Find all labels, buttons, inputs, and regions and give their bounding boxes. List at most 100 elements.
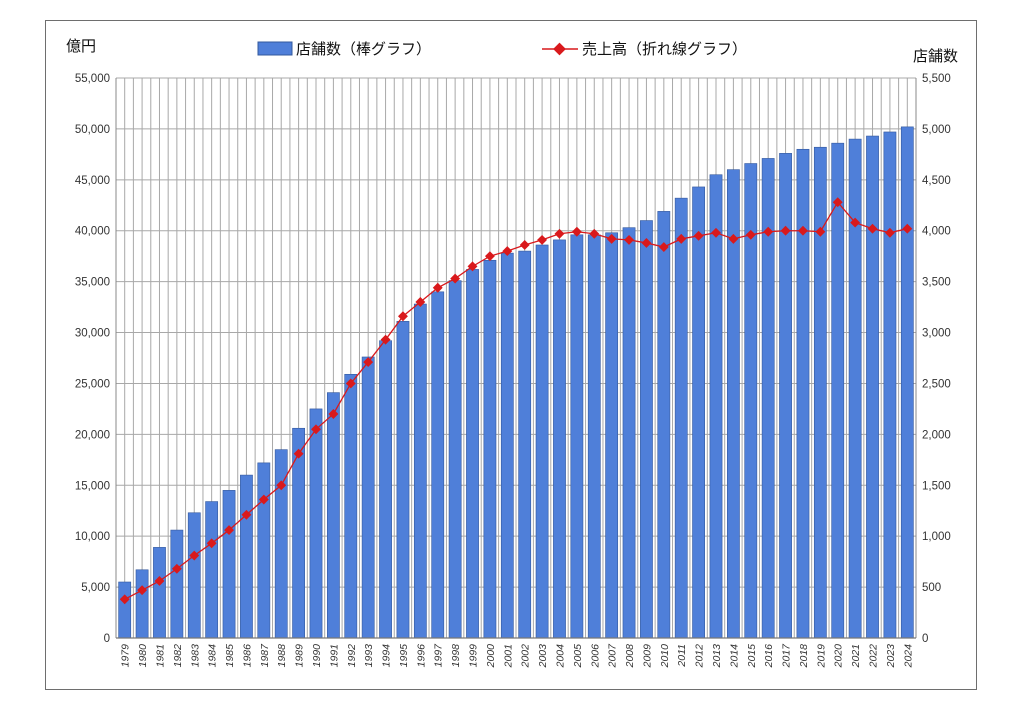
axis-labels: 0 0 5,000 500 10,000 1,000 15,000 1,500 20,000 2,… <box>75 73 951 668</box>
bar <box>796 148 810 639</box>
x-tick-label: 2010 <box>659 644 671 669</box>
x-tick-label: 1990 <box>311 644 323 668</box>
x-tick-label: 1983 <box>189 644 201 668</box>
sales-line-layer <box>119 197 913 605</box>
bar <box>118 581 132 639</box>
bar <box>622 227 636 639</box>
right-tick-label: 3,000 <box>922 328 951 340</box>
right-tick-label: 0 <box>922 633 928 645</box>
bar <box>640 220 653 639</box>
x-tick-label: 2020 <box>833 644 845 669</box>
x-tick-label: 2023 <box>885 644 897 669</box>
right-tick-label: 4,500 <box>922 175 951 187</box>
x-tick-label: 1995 <box>398 644 410 668</box>
x-tick-label: 2000 <box>485 644 497 669</box>
sales-point <box>206 538 217 549</box>
bar <box>396 321 410 639</box>
sales-point <box>380 334 391 345</box>
sales-point <box>484 251 495 262</box>
bar <box>587 234 601 639</box>
sales-point <box>432 282 443 293</box>
left-tick-label: 25,000 <box>75 378 110 390</box>
left-tick-label: 35,000 <box>75 277 110 289</box>
left-tick-label: 50,000 <box>75 124 110 136</box>
bar <box>883 131 897 639</box>
x-tick-label: 2017 <box>781 643 793 669</box>
x-tick-label: 1980 <box>137 644 149 668</box>
sales-point <box>902 223 913 234</box>
sales-point <box>467 261 478 272</box>
legend-line-marker <box>553 42 566 56</box>
sales-point <box>554 228 565 239</box>
bar <box>535 244 549 639</box>
x-tick-label: 2011 <box>676 644 688 668</box>
left-axis-title: 億円 <box>66 37 96 55</box>
bar <box>361 356 375 639</box>
x-tick-label: 2007 <box>607 643 619 669</box>
bar <box>222 490 236 639</box>
right-tick-label: 500 <box>922 582 941 594</box>
x-tick-label: 1997 <box>433 643 445 668</box>
sales-line <box>124 201 908 600</box>
bar <box>848 138 862 639</box>
left-tick-label: 55,000 <box>75 73 110 85</box>
sales-point <box>641 237 652 248</box>
sales-point <box>224 525 234 536</box>
right-axis-title: 店舗数 <box>913 47 958 65</box>
sales-point <box>537 234 548 245</box>
x-tick-label: 2024 <box>902 644 914 669</box>
bar <box>570 234 584 639</box>
sales-point <box>589 228 600 239</box>
sales-point <box>171 563 182 574</box>
sales-point <box>154 576 165 586</box>
x-tick-label: 2001 <box>502 644 514 668</box>
x-tick-label: 1986 <box>241 644 253 668</box>
sales-point <box>780 225 791 236</box>
x-tick-label: 1982 <box>172 644 184 668</box>
x-tick-label: 2022 <box>868 644 880 669</box>
sales-point <box>345 378 356 389</box>
left-tick-label: 20,000 <box>75 429 110 441</box>
x-tick-label: 1987 <box>259 643 271 668</box>
bar <box>900 126 914 639</box>
x-tick-label: 1991 <box>328 644 340 667</box>
x-tick-label: 2016 <box>763 644 775 669</box>
x-tick-label: 1979 <box>120 644 132 668</box>
sales-point <box>311 424 321 435</box>
axes <box>115 78 917 639</box>
bar <box>605 232 619 639</box>
x-tick-label: 2013 <box>711 644 723 669</box>
sales-point <box>189 550 200 561</box>
legend-bar-swatch <box>257 41 293 56</box>
x-tick-label: 2015 <box>746 644 758 669</box>
x-tick-label: 2012 <box>694 644 706 669</box>
x-tick-label: 2004 <box>554 644 566 669</box>
bar <box>240 474 253 639</box>
x-tick-label: 1981 <box>154 644 166 667</box>
x-tick-label: 1993 <box>363 644 375 668</box>
sales-point <box>884 227 895 238</box>
bar <box>483 259 497 639</box>
bar <box>187 512 201 639</box>
bar <box>466 269 479 639</box>
bar <box>431 291 445 639</box>
sales-point <box>798 225 808 236</box>
left-tick-label: 10,000 <box>75 531 110 543</box>
sales-point <box>606 233 617 244</box>
right-tick-label: 4,000 <box>922 226 951 238</box>
sales-point <box>850 217 861 228</box>
chart-frame: 0 0 5,000 500 10,000 1,000 15,000 1,500 20,000 2,… <box>45 20 977 690</box>
x-tick-label: 1999 <box>468 644 480 668</box>
right-tick-label: 1,000 <box>922 531 951 543</box>
sales-point <box>624 234 634 245</box>
x-tick-label: 2003 <box>537 644 549 669</box>
bar <box>657 211 671 639</box>
bar <box>866 135 879 639</box>
sales-point <box>328 409 339 419</box>
x-tick-label: 2021 <box>850 644 862 668</box>
bar <box>709 174 723 639</box>
right-tick-label: 5,500 <box>922 73 951 85</box>
left-tick-label: 45,000 <box>75 175 110 187</box>
sales-point <box>711 227 721 238</box>
left-tick-label: 0 <box>104 633 110 645</box>
